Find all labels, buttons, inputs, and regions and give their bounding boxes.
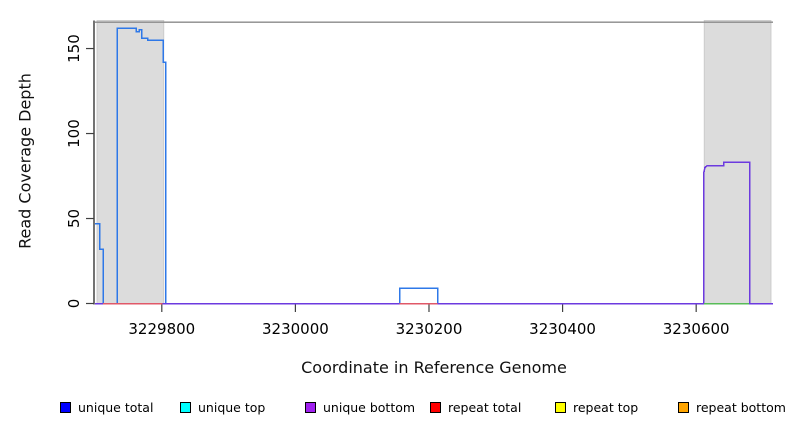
legend-swatch-icon <box>180 401 191 413</box>
legend-item-repeat-total: repeat total <box>430 399 521 415</box>
legend-swatch-icon <box>678 401 689 413</box>
series-unique-bottom <box>95 161 773 305</box>
x-tick-label: 3230200 <box>396 320 463 338</box>
x-tick-label: 3230600 <box>663 320 730 338</box>
legend-label: repeat top <box>573 399 639 415</box>
legend-swatch-icon <box>555 401 566 413</box>
x-tick-label: 3230400 <box>529 320 596 338</box>
legend-swatch-icon <box>305 401 316 413</box>
highlight-band-left <box>96 20 165 304</box>
legend: unique total unique top unique bottom repea… <box>0 399 792 417</box>
y-tick-label: 50 <box>65 209 83 228</box>
legend-swatch-icon <box>430 401 441 413</box>
legend-label: repeat total <box>448 399 522 415</box>
y-axis-title: Read Coverage Depth <box>15 73 35 249</box>
legend-label: unique top <box>198 399 266 415</box>
legend-item-unique-total: unique total <box>60 399 153 415</box>
x-tick-label: 3230000 <box>262 320 329 338</box>
legend-item-repeat-top: repeat top <box>555 399 638 415</box>
legend-label: unique bottom <box>323 399 416 415</box>
legend-item-unique-top: unique top <box>180 399 265 415</box>
series-unique-total <box>95 27 773 305</box>
y-tick-label: 0 <box>65 299 83 309</box>
legend-swatch-icon <box>60 401 71 413</box>
y-tick-label: 150 <box>65 34 83 63</box>
x-axis-title: Coordinate in Reference Genome <box>301 358 567 377</box>
legend-label: repeat bottom <box>696 399 786 415</box>
y-tick-label: 100 <box>65 119 83 148</box>
x-tick-label: 3229800 <box>128 320 195 338</box>
legend-item-unique-bottom: unique bottom <box>305 399 415 415</box>
legend-item-repeat-bottom: repeat bottom <box>678 399 786 415</box>
legend-label: unique total <box>78 399 154 415</box>
